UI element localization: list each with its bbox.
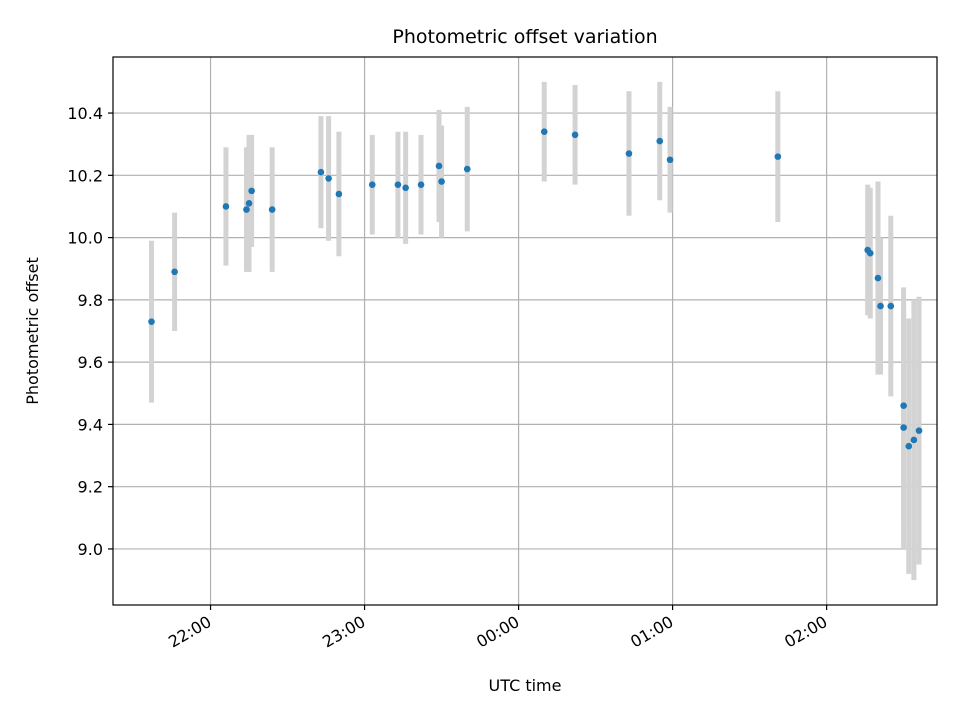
y-tick-label: 10.4: [67, 104, 103, 123]
data-point: [874, 274, 882, 282]
data-point: [317, 168, 325, 176]
plot-frame: [112, 56, 938, 606]
data-point: [910, 436, 918, 444]
data-point: [335, 190, 343, 198]
data-point: [222, 203, 230, 210]
data-point: [625, 150, 633, 157]
data-point: [268, 206, 276, 213]
grid: [113, 57, 937, 605]
data-point: [656, 137, 664, 145]
x-tick-label: 22:00: [165, 612, 214, 652]
x-tick-label: 02:00: [781, 612, 830, 652]
data-point: [666, 156, 674, 164]
x-tick-label: 01:00: [627, 612, 676, 652]
y-tick-label: 9.8: [78, 291, 103, 310]
y-axis: 9.0 9.2 9.4 9.6 9.8 10.0 10.2 10.4: [67, 104, 113, 559]
y-tick-label: 9.0: [78, 540, 103, 559]
data-point: [417, 181, 425, 188]
data-point: [571, 131, 579, 139]
data-point: [245, 200, 253, 207]
data-point: [900, 402, 907, 410]
data-point: [248, 187, 255, 195]
x-tick-label: 23:00: [319, 612, 368, 652]
data-point: [402, 184, 409, 192]
data-point: [905, 442, 913, 450]
data-point: [148, 318, 155, 325]
data-point: [915, 427, 923, 434]
data-point: [325, 175, 332, 182]
data-point: [435, 162, 443, 170]
y-tick-label: 9.6: [78, 353, 103, 372]
data-point: [243, 206, 250, 213]
x-axis-title: UTC time: [489, 676, 562, 695]
data-point: [900, 424, 907, 431]
data-point: [463, 165, 471, 173]
data-point: [171, 268, 178, 276]
data-point: [438, 178, 445, 185]
data-point: [887, 302, 895, 310]
y-tick-label: 10.0: [67, 229, 103, 248]
data-points: [148, 128, 923, 450]
data-point: [866, 249, 874, 257]
y-tick-label: 9.4: [78, 415, 103, 434]
chart-title: Photometric offset variation: [392, 26, 657, 48]
y-tick-label: 10.2: [67, 166, 103, 185]
y-axis-title: Photometric offset: [23, 257, 42, 405]
data-point: [394, 181, 402, 188]
data-point: [877, 302, 884, 310]
x-tick-label: 00:00: [473, 612, 522, 652]
x-axis: 22:00 23:00 00:00 01:00 02:00: [165, 605, 831, 652]
data-point: [774, 153, 782, 160]
y-tick-label: 9.2: [78, 478, 103, 497]
error-bars: [149, 81, 922, 581]
data-point: [540, 128, 548, 136]
data-point: [368, 181, 376, 188]
